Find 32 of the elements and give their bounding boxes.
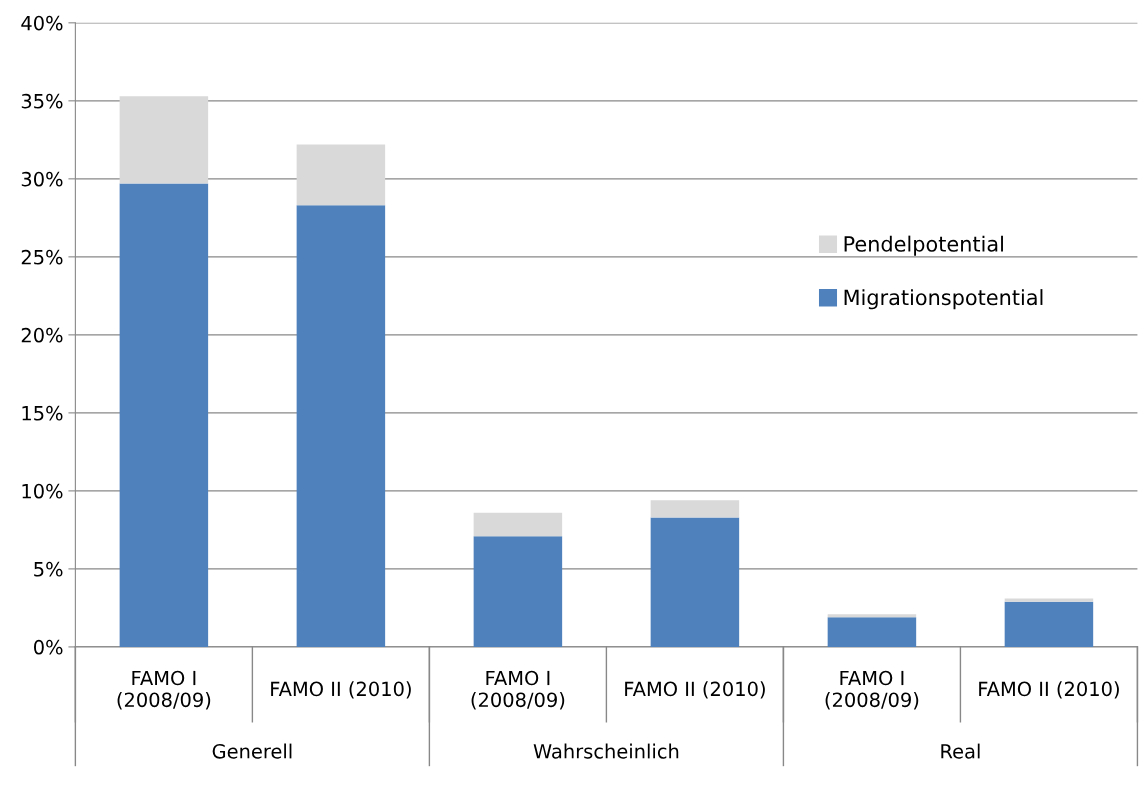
x-tick-label: FAMO II (2010) — [979, 681, 1119, 699]
y-tick-label: 30% — [21, 171, 63, 187]
y-tick-label: 15% — [22, 405, 63, 421]
x-tick-label: FAMO I (2008/09) — [471, 670, 565, 710]
bar — [473, 512, 563, 537]
text: Generell — [212, 743, 292, 759]
y-tick-label: 35% — [21, 93, 63, 109]
bar — [473, 536, 563, 647]
text: Real — [941, 743, 980, 759]
bar — [296, 205, 386, 647]
x-tick-label: FAMO II (2010) — [625, 681, 765, 699]
bar — [296, 144, 386, 206]
y-tick-label: 0% — [34, 639, 63, 655]
legend-label: Migrationspotential — [844, 289, 1043, 310]
y-tick-label: 40% — [21, 15, 63, 31]
legend-label: Pendelpotential — [844, 235, 1003, 256]
text: Wahrscheinlich — [533, 743, 679, 759]
bar — [1004, 601, 1094, 647]
x-tick-label: FAMO I (2008/09) — [117, 670, 211, 710]
y-tick-label: 25% — [21, 249, 63, 265]
bar — [827, 614, 917, 618]
bar — [119, 183, 209, 647]
bar — [1004, 598, 1094, 602]
bar — [119, 96, 209, 184]
y-tick-label: 5% — [34, 561, 63, 577]
bar — [827, 617, 917, 647]
bar — [650, 517, 740, 647]
x-tick-label: FAMO II (2010) — [271, 681, 411, 699]
x-tick-label: FAMO I (2008/09) — [825, 670, 919, 710]
y-tick-label: 20% — [21, 327, 63, 343]
bar — [650, 500, 740, 518]
y-tick-label: 10% — [22, 483, 63, 499]
